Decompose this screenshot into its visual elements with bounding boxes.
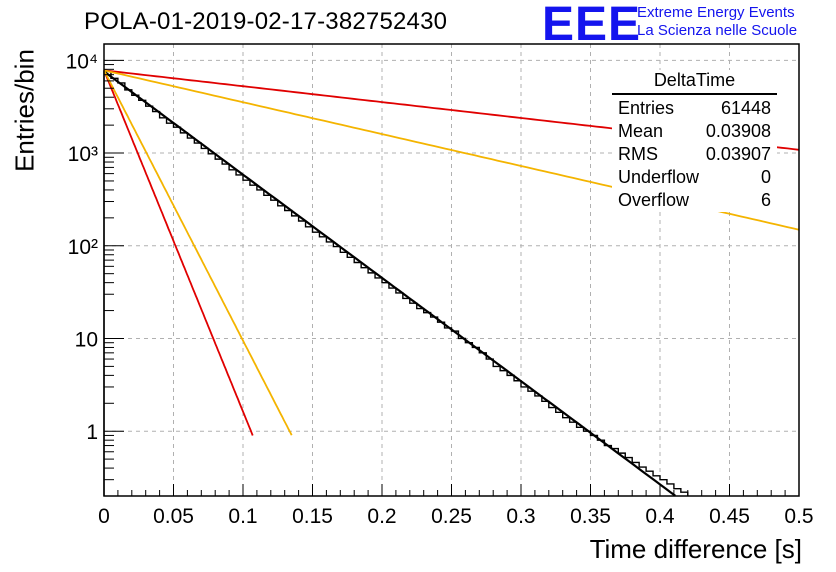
stats-label: Mean bbox=[618, 121, 664, 141]
x-axis-label: Time difference [s] bbox=[589, 534, 802, 564]
fit-curve bbox=[103, 70, 676, 497]
x-tick-label: 0.15 bbox=[292, 505, 333, 528]
stats-value: 0 bbox=[760, 167, 771, 187]
stats-label: Underflow bbox=[618, 167, 700, 187]
stats-title: DeltaTime bbox=[612, 70, 777, 95]
stats-row-overflow: Overflow 6 bbox=[612, 189, 777, 212]
x-tick-label: 0.3 bbox=[506, 505, 535, 528]
chart-title: POLA-01-2019-02-17-382752430 bbox=[84, 8, 448, 35]
x-tick-label: 0.45 bbox=[709, 505, 750, 528]
stats-value: 0.03907 bbox=[705, 144, 771, 164]
x-tick-label: 0.1 bbox=[228, 505, 257, 528]
stats-row-underflow: Underflow 0 bbox=[612, 166, 777, 189]
stats-label: Entries bbox=[618, 98, 675, 118]
logo-line-1: Extreme Energy Events bbox=[637, 4, 795, 21]
x-tick-label: 0.4 bbox=[645, 505, 675, 528]
stats-row-entries: Entries 61448 bbox=[612, 97, 777, 120]
y-tick-label: 10² bbox=[68, 236, 98, 259]
stats-value: 61448 bbox=[720, 98, 771, 118]
y-tick-label: 10³ bbox=[68, 143, 98, 166]
x-tick-label: 0.05 bbox=[153, 505, 194, 528]
stats-label: Overflow bbox=[618, 190, 690, 210]
y-axis-label: Entries/bin bbox=[9, 49, 40, 172]
y-tick-label: 10 bbox=[75, 328, 98, 351]
stats-value: 0.03908 bbox=[705, 121, 771, 141]
fit-curve bbox=[103, 69, 254, 436]
x-tick-label: 0.35 bbox=[570, 505, 611, 528]
x-tick-label: 0.25 bbox=[431, 505, 472, 528]
y-tick-label: 10⁴ bbox=[66, 50, 98, 73]
logo-line-2: La Scienza nelle Scuole bbox=[637, 22, 798, 39]
stats-label: RMS bbox=[618, 144, 658, 164]
x-tick-label: 0.5 bbox=[784, 505, 813, 528]
stats-row-mean: Mean 0.03908 bbox=[612, 120, 777, 143]
axes: 0 0.05 0.1 0.15 0.2 0.25 0.3 0.35 0.4 0.45 0.5 1 10 1… bbox=[66, 50, 814, 528]
stats-box: DeltaTime Entries 61448 Mean 0.03908 RMS… bbox=[612, 70, 777, 212]
y-tick-label: 1 bbox=[86, 421, 98, 444]
fit-curve bbox=[103, 69, 293, 436]
stats-value: 6 bbox=[760, 190, 771, 210]
eee-logo: EEE bbox=[542, 0, 642, 51]
eee-logo-caption: Extreme Energy Events La Scienza nelle S… bbox=[637, 4, 797, 40]
x-tick-label: 0 bbox=[98, 505, 110, 528]
x-tick-label: 0.2 bbox=[367, 505, 396, 528]
stats-row-rms: RMS 0.03907 bbox=[612, 143, 777, 166]
